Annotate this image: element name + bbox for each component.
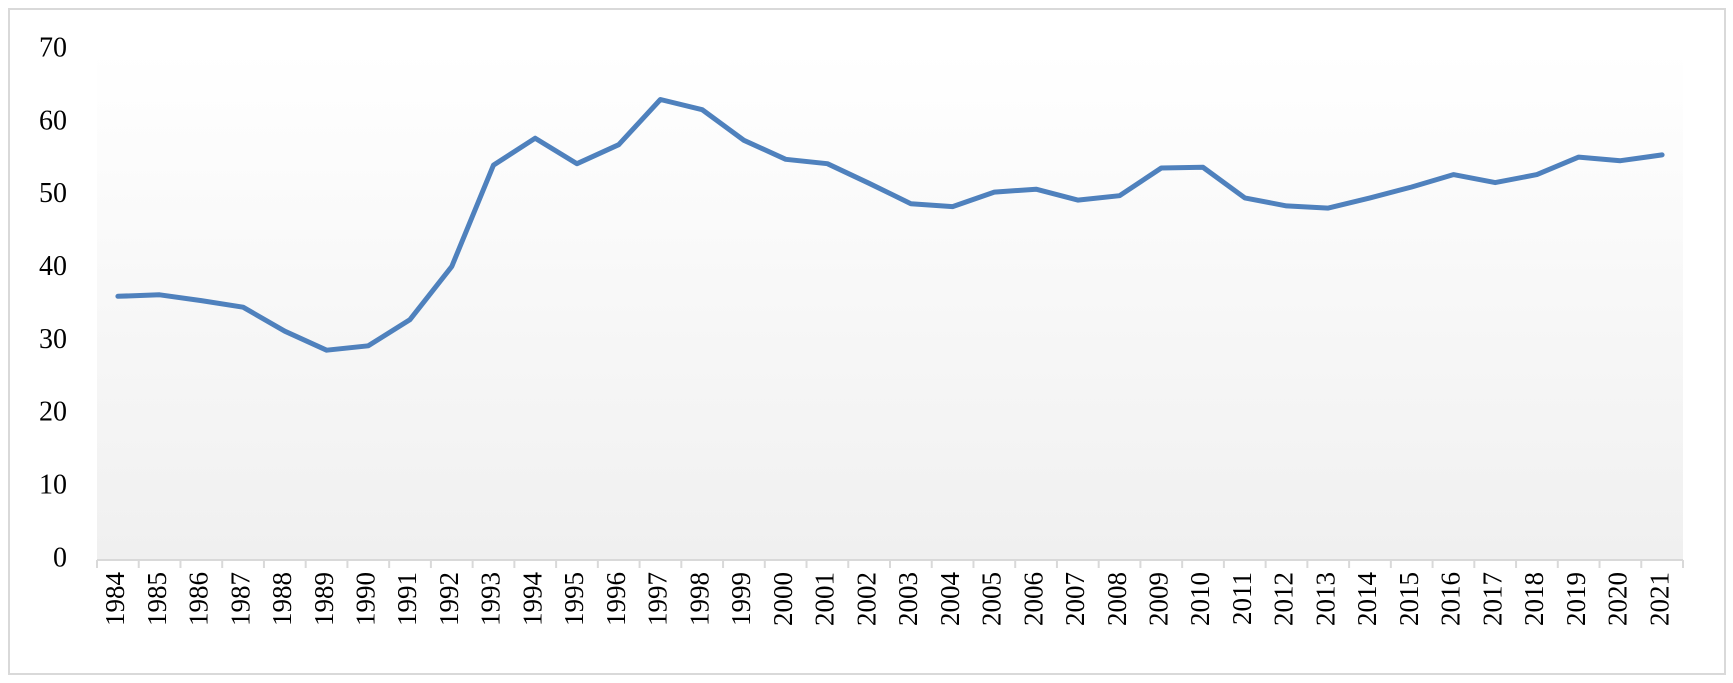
x-tick-label: 2021 <box>1644 572 1674 626</box>
x-tick-label: 2002 <box>851 572 881 626</box>
x-tick-label: 1987 <box>225 572 255 626</box>
data-line <box>115 97 1665 353</box>
x-tick-label: 2019 <box>1561 572 1591 626</box>
x-tick-label: 2013 <box>1310 572 1340 626</box>
x-tick-label: 2020 <box>1603 572 1633 626</box>
y-tick-label: 70 <box>39 32 67 63</box>
x-tick-label: 1984 <box>100 572 130 627</box>
x-tick-label: 1990 <box>350 572 380 626</box>
x-tick-label: 2012 <box>1269 572 1299 626</box>
y-tick-label: 50 <box>39 178 67 209</box>
x-tick-label: 2010 <box>1185 572 1215 626</box>
x-tick-label: 2007 <box>1060 572 1090 626</box>
y-tick-label: 20 <box>39 397 67 428</box>
x-tick-label: 1986 <box>184 572 214 626</box>
x-tick-label: 2016 <box>1436 572 1466 626</box>
x-tick-label: 2009 <box>1143 572 1173 626</box>
x-tick-label: 1994 <box>517 572 547 627</box>
x-tick-label: 1997 <box>643 572 673 626</box>
x-tick-label: 1988 <box>267 572 297 626</box>
y-tick-label: 0 <box>53 542 67 573</box>
x-tick-label: 2014 <box>1352 572 1382 627</box>
x-tick-label: 1993 <box>476 572 506 626</box>
x-tick-label: 1989 <box>309 572 339 626</box>
plot-background <box>97 50 1683 560</box>
x-tick-label: 2011 <box>1227 572 1257 625</box>
x-tick-label: 2000 <box>768 572 798 626</box>
x-tick-label: 2005 <box>977 572 1007 626</box>
y-tick-label: 30 <box>39 324 67 355</box>
y-tick-label: 40 <box>39 251 67 282</box>
x-tick-label: 2018 <box>1519 572 1549 626</box>
x-tick-label: 2017 <box>1477 572 1507 626</box>
x-tick-label: 2008 <box>1102 572 1132 626</box>
x-tick-label: 2006 <box>1018 572 1048 626</box>
x-tick-label: 1995 <box>559 572 589 626</box>
x-tick-label: 1991 <box>392 572 422 626</box>
x-tick-label: 2015 <box>1394 572 1424 626</box>
x-tick-label: 1985 <box>142 572 172 626</box>
x-tick-label: 1992 <box>434 572 464 626</box>
x-tick-label: 2004 <box>935 572 965 627</box>
x-tick-label: 1998 <box>684 572 714 626</box>
x-tick-label: 2001 <box>810 572 840 626</box>
x-tick-label: 1999 <box>726 572 756 626</box>
x-tick-label: 2003 <box>893 572 923 626</box>
y-tick-label: 60 <box>39 105 67 136</box>
x-tick-label: 1996 <box>601 572 631 626</box>
y-tick-label: 10 <box>39 470 67 501</box>
